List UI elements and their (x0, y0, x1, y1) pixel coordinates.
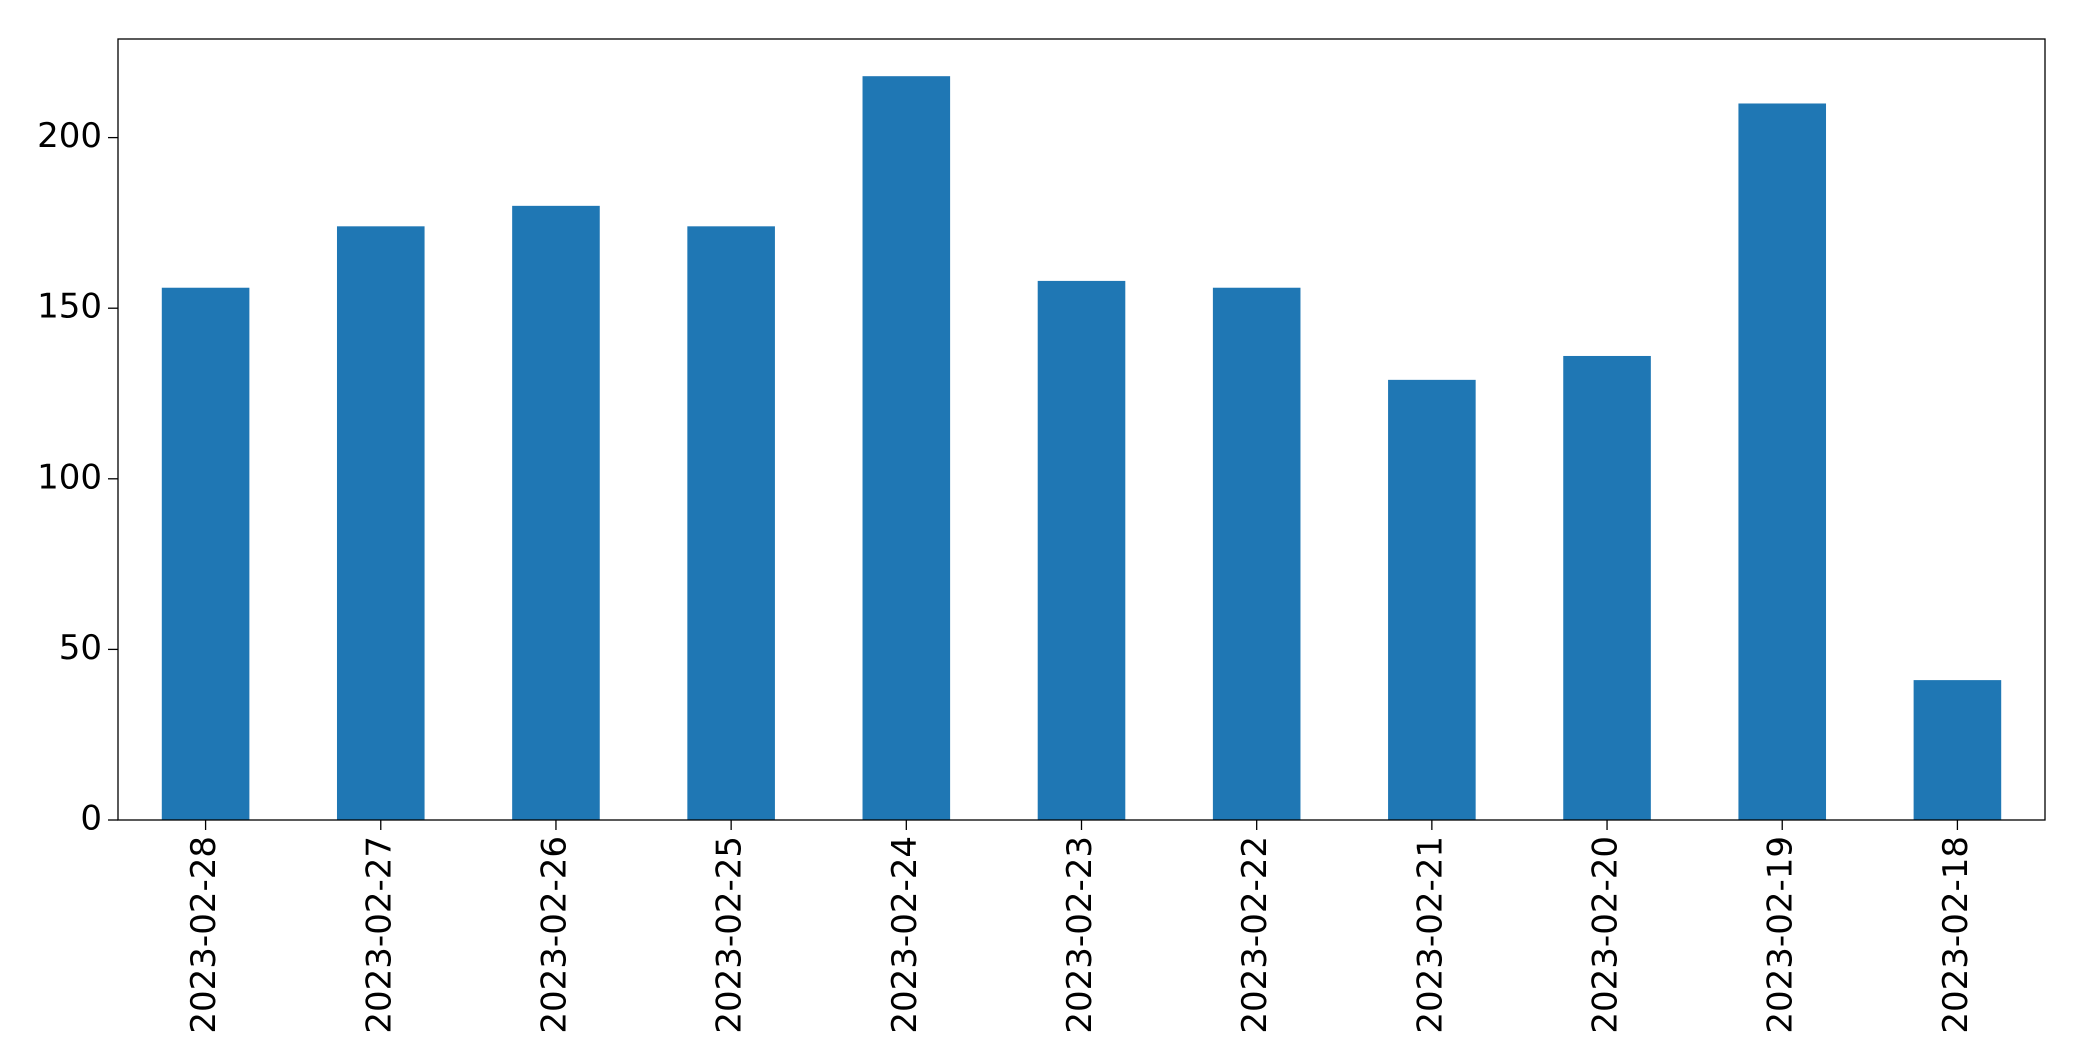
x-tick-label: 2023-02-25 (710, 836, 750, 1034)
bar (687, 226, 775, 821)
x-tick-label: 2023-02-27 (359, 836, 399, 1034)
x-tick-label: 2023-02-28 (184, 836, 224, 1034)
y-tick-label: 200 (37, 116, 102, 156)
bar (161, 287, 250, 820)
x-tick-label: 2023-02-21 (1410, 836, 1450, 1034)
bar (1738, 103, 1827, 821)
bar (1913, 680, 2002, 820)
bar (512, 205, 600, 821)
bar (862, 76, 951, 820)
bar (1212, 287, 1301, 820)
x-tick-label: 2023-02-18 (1936, 836, 1976, 1034)
x-tick-label: 2023-02-20 (1586, 836, 1626, 1034)
y-tick-label: 100 (37, 457, 102, 497)
x-tick-label: 2023-02-26 (534, 836, 574, 1034)
x-tick-label: 2023-02-19 (1761, 836, 1801, 1034)
x-tick-label: 2023-02-24 (885, 836, 925, 1034)
y-tick-label: 0 (80, 799, 102, 839)
x-tick-label: 2023-02-23 (1060, 836, 1100, 1034)
bar (1388, 379, 1476, 820)
plot-frame (117, 38, 2046, 821)
x-tick-label: 2023-02-22 (1235, 836, 1275, 1034)
bar (336, 226, 425, 821)
bar (1037, 280, 1126, 820)
y-tick-label: 50 (59, 628, 102, 668)
y-tick-label: 150 (37, 287, 102, 327)
bar (1563, 355, 1651, 820)
